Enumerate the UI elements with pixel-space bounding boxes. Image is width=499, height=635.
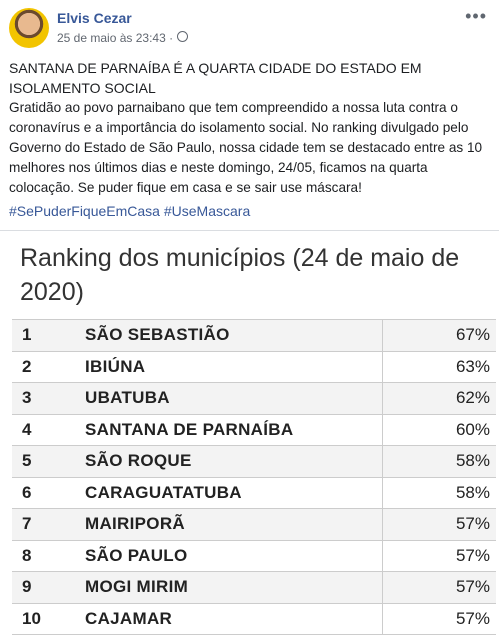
privacy-icon	[177, 31, 188, 42]
post-body: Gratidão ao povo parnaibano que tem comp…	[9, 100, 483, 195]
hashtags[interactable]: #SePuderFiqueEmCasa #UseMascara	[9, 203, 251, 219]
city-cell: CARAGUATATUBA	[85, 476, 383, 509]
rank-cell: 2	[12, 350, 85, 383]
percent-cell: 57%	[382, 571, 496, 604]
percent-cell: 57%	[382, 539, 496, 572]
rank-cell: 7	[12, 508, 85, 541]
more-options[interactable]: •••	[465, 6, 487, 26]
percent-cell: 57%	[382, 602, 496, 635]
city-cell: MOGI MIRIM	[85, 571, 383, 604]
image-title: Ranking dos municípios (24 de maio de 20…	[20, 244, 460, 306]
city-cell: SÃO PAULO	[85, 539, 383, 572]
percent-cell: 58%	[382, 445, 496, 478]
table-row: 8 SÃO PAULO 57%	[12, 539, 496, 572]
table-row: 6 CARAGUATATUBA 58%	[12, 476, 496, 509]
percent-cell: 57%	[382, 508, 496, 541]
percent-cell: 63%	[382, 350, 496, 383]
author-name[interactable]: Elvis Cezar	[57, 10, 132, 26]
city-cell: IBIÚNA	[85, 350, 383, 383]
rank-cell: 1	[12, 319, 85, 352]
post-image[interactable]: Ranking dos municípios (24 de maio de 20…	[0, 230, 499, 635]
city-cell: CAJAMAR	[85, 602, 383, 635]
rank-cell: 9	[12, 571, 85, 604]
percent-cell: 58%	[382, 476, 496, 509]
rank-cell: 8	[12, 539, 85, 572]
table-row: 5 SÃO ROQUE 58%	[12, 445, 496, 478]
timestamp[interactable]: 25 de maio às 23:43 ·	[57, 31, 174, 45]
rank-cell: 4	[12, 413, 85, 446]
rank-cell: 5	[12, 445, 85, 478]
city-cell: SÃO ROQUE	[85, 445, 383, 478]
rank-cell: 10	[12, 602, 85, 635]
city-cell: MAIRIPORÃ	[85, 508, 383, 541]
city-cell: SÃO SEBASTIÃO	[85, 319, 383, 352]
table-row: 7 MAIRIPORÃ 57%	[12, 508, 496, 541]
headline: SANTANA DE PARNAÍBA É A QUARTA CIDADE DO…	[9, 60, 422, 96]
table-row: 2 IBIÚNA 63%	[12, 350, 496, 383]
table-row: 9 MOGI MIRIM 57%	[12, 571, 496, 604]
table-row: 4 SANTANA DE PARNAÍBA 60%	[12, 413, 496, 446]
percent-cell: 60%	[382, 413, 496, 446]
avatar[interactable]	[9, 8, 49, 48]
rank-cell: 6	[12, 476, 85, 509]
city-cell: SANTANA DE PARNAÍBA	[85, 413, 383, 446]
city-cell: UBATUBA	[85, 382, 383, 415]
percent-cell: 62%	[382, 382, 496, 415]
rank-cell: 3	[12, 382, 85, 415]
table-row: 3 UBATUBA 62%	[12, 382, 496, 415]
table-row: 1 SÃO SEBASTIÃO 67%	[12, 319, 496, 352]
table-row: 10 CAJAMAR 57%	[12, 602, 496, 635]
ranking-table: 1 SÃO SEBASTIÃO 67% 2 IBIÚNA 63% 3 UBATUBA 62% 4 S…	[12, 319, 496, 635]
percent-cell: 67%	[382, 319, 496, 352]
